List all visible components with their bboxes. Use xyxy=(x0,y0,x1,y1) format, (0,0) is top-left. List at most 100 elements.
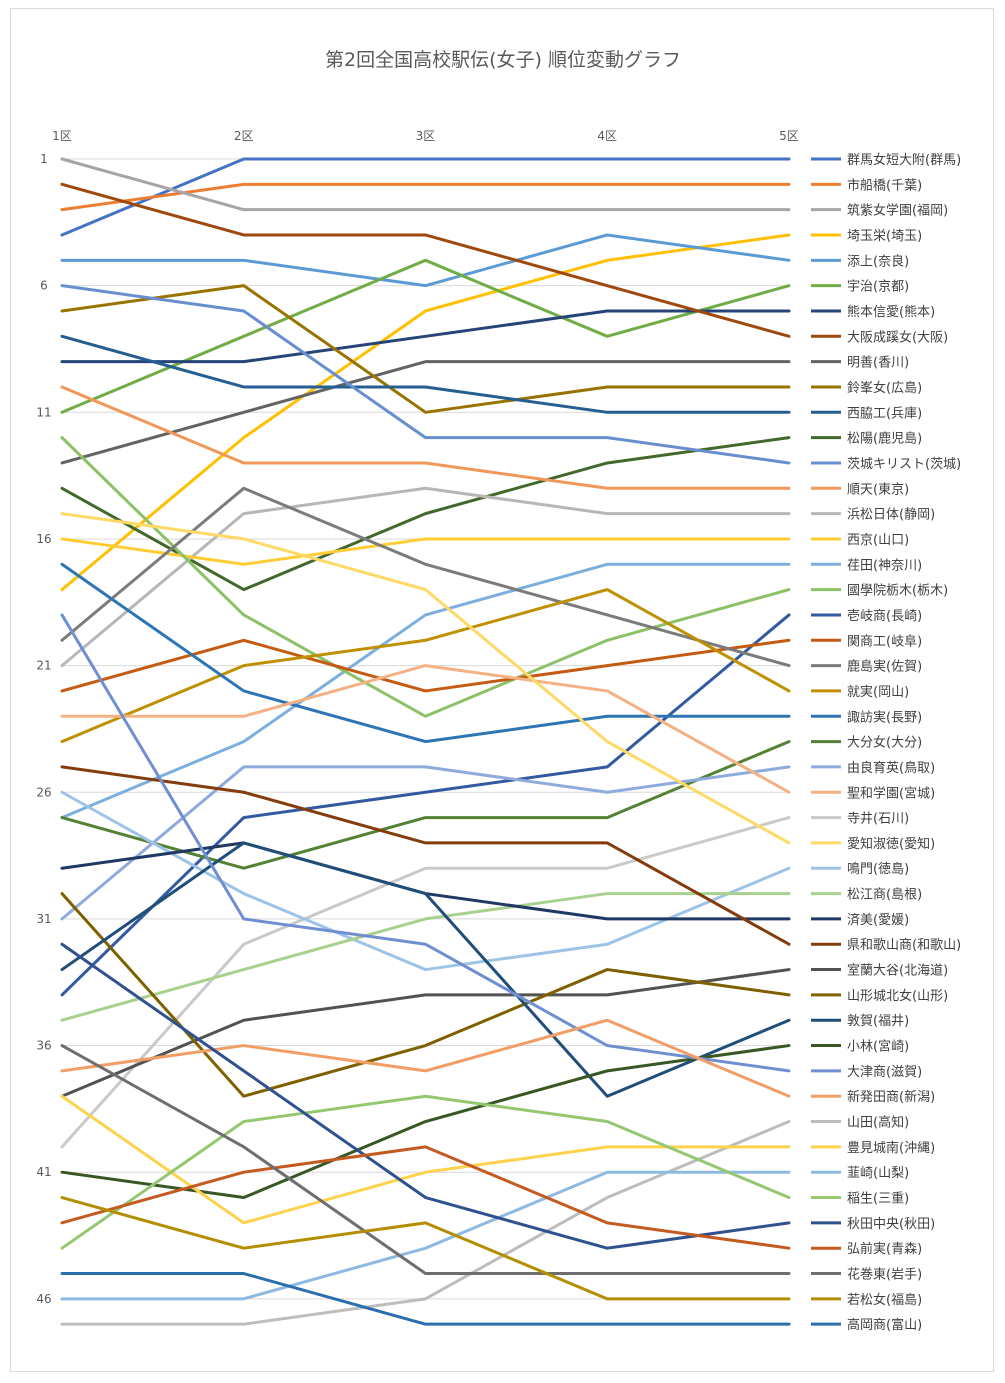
legend-label: 宇治(京都) xyxy=(847,280,909,295)
series-line xyxy=(60,360,791,465)
legend-label: 松江商(島根) xyxy=(847,888,922,903)
legend-label: 鳴門(徳島) xyxy=(847,862,909,877)
legend-label: 群馬女短大附(群馬) xyxy=(847,152,961,168)
series-line xyxy=(60,562,791,820)
y-tick-label: 36 xyxy=(36,1039,51,1053)
legend-label: 韮崎(山梨) xyxy=(847,1166,909,1181)
legend-label: 関商工(岐阜) xyxy=(847,633,922,649)
y-tick-label: 16 xyxy=(36,532,51,546)
series-line xyxy=(60,1196,791,1301)
legend-label: 大津商(滋賀) xyxy=(847,1065,922,1080)
gridlines xyxy=(62,158,789,1300)
series-line xyxy=(60,765,791,946)
legend-label: 小林(宮崎) xyxy=(847,1039,909,1055)
series-line xyxy=(60,512,791,845)
series-line xyxy=(60,562,791,744)
legend-label: 花巻東(岩手) xyxy=(847,1267,922,1283)
legend-label: 寺井(石川) xyxy=(847,812,909,827)
series-lines xyxy=(60,157,791,1326)
legend-label: 豊見城南(沖縄) xyxy=(847,1140,935,1156)
series-line xyxy=(60,1044,791,1200)
series-line xyxy=(60,613,791,1073)
series-line xyxy=(60,1272,791,1326)
legend-label: 山田(高知) xyxy=(847,1115,909,1131)
series-line xyxy=(60,613,791,997)
legend-label: 大分女(大分) xyxy=(847,735,922,751)
y-tick-label: 21 xyxy=(36,659,51,673)
chart-area xyxy=(10,8,994,1372)
y-tick-label: 11 xyxy=(36,405,51,419)
legend-label: 県和歌山商(和歌山) xyxy=(847,938,961,953)
legend-label: 熊本信愛(熊本) xyxy=(847,304,935,320)
legend-label: 弘前実(青森) xyxy=(847,1241,922,1257)
legend-label: 順天(東京) xyxy=(847,481,909,497)
series-line xyxy=(60,841,791,1098)
x-tick-label: 4区 xyxy=(597,129,617,143)
series-line xyxy=(60,638,791,693)
legend-label: 筑紫女学園(福岡) xyxy=(847,203,948,219)
series-line xyxy=(60,157,791,237)
legend-label: 大阪成蹊女(大阪) xyxy=(847,329,948,345)
y-tick-label: 46 xyxy=(36,1292,51,1306)
legend-label: 由良育英(鳥取) xyxy=(847,760,935,776)
legend: 群馬女短大附(群馬) 市船橋(千葉) 筑紫女学園(福岡) 埼玉栄(埼玉) 添上(奈良) 宇… xyxy=(811,152,961,1333)
legend-label: 埼玉栄(埼玉) xyxy=(847,229,922,244)
legend-label: 西京(山口) xyxy=(847,533,909,548)
y-tick-label: 1 xyxy=(40,152,48,166)
legend-label: 茨城キリスト(茨城) xyxy=(847,457,961,472)
series-line xyxy=(60,486,791,668)
series-line xyxy=(60,233,791,288)
chart-title: 第2回全国高校駅伝(女子) 順位変動グラフ xyxy=(325,49,681,71)
legend-label: 浜松日体(静岡) xyxy=(847,508,935,523)
legend-label: 壱岐商(長崎) xyxy=(847,609,922,624)
series-line xyxy=(60,968,791,1098)
y-tick-label: 6 xyxy=(40,279,48,293)
legend-label: 秋田中央(秋田) xyxy=(847,1217,935,1232)
x-tick-label: 2区 xyxy=(234,129,254,143)
legend-label: 荏田(神奈川) xyxy=(847,558,922,573)
legend-label: 松陽(鹿児島) xyxy=(847,431,922,447)
series-line xyxy=(60,892,791,1022)
legend-label: 就実(岡山) xyxy=(847,684,909,700)
legend-label: 市船橋(千葉) xyxy=(847,177,922,193)
series-line xyxy=(60,436,791,718)
legend-label: 敦賀(福井) xyxy=(847,1013,909,1029)
series-line xyxy=(60,284,791,414)
legend-label: 西脇工(兵庫) xyxy=(847,406,922,421)
series-line xyxy=(60,816,791,1149)
legend-label: 稲生(三重) xyxy=(847,1191,909,1207)
series-line xyxy=(60,1094,791,1225)
legend-label: 新発田商(新潟) xyxy=(847,1089,935,1105)
x-axis: 1区 2区 3区 4区 5区 xyxy=(52,129,799,143)
legend-label: 山形城北女(山形) xyxy=(847,988,948,1004)
series-line xyxy=(60,1094,791,1250)
series-line xyxy=(60,284,791,465)
x-tick-label: 5区 xyxy=(779,129,799,143)
series-line xyxy=(60,1170,791,1301)
legend-label: 明善(香川) xyxy=(847,355,909,371)
series-line xyxy=(60,157,791,212)
series-line xyxy=(60,309,791,364)
series-line xyxy=(60,1018,791,1098)
series-line xyxy=(60,486,791,668)
legend-label: 愛知淑徳(愛知) xyxy=(847,836,935,852)
legend-label: 國學院栃木(栃木) xyxy=(847,584,948,599)
series-line xyxy=(60,233,791,592)
x-tick-label: 1区 xyxy=(52,129,72,143)
legend-label: 済美(愛媛) xyxy=(847,912,909,928)
legend-label: 聖和学園(宮城) xyxy=(847,785,935,801)
y-tick-label: 41 xyxy=(36,1165,51,1179)
series-line xyxy=(60,182,791,338)
legend-label: 若松女(福島) xyxy=(847,1292,922,1308)
x-tick-label: 3区 xyxy=(416,129,436,143)
legend-label: 諏訪実(長野) xyxy=(847,709,922,725)
series-line xyxy=(60,588,791,744)
series-line xyxy=(60,942,791,1250)
y-tick-label: 31 xyxy=(36,912,51,926)
legend-label: 室蘭大谷(北海道) xyxy=(847,963,948,979)
series-line xyxy=(60,334,791,414)
series-line xyxy=(60,1044,791,1276)
series-line xyxy=(60,841,791,921)
legend-label: 高岡商(富山) xyxy=(847,1317,922,1333)
